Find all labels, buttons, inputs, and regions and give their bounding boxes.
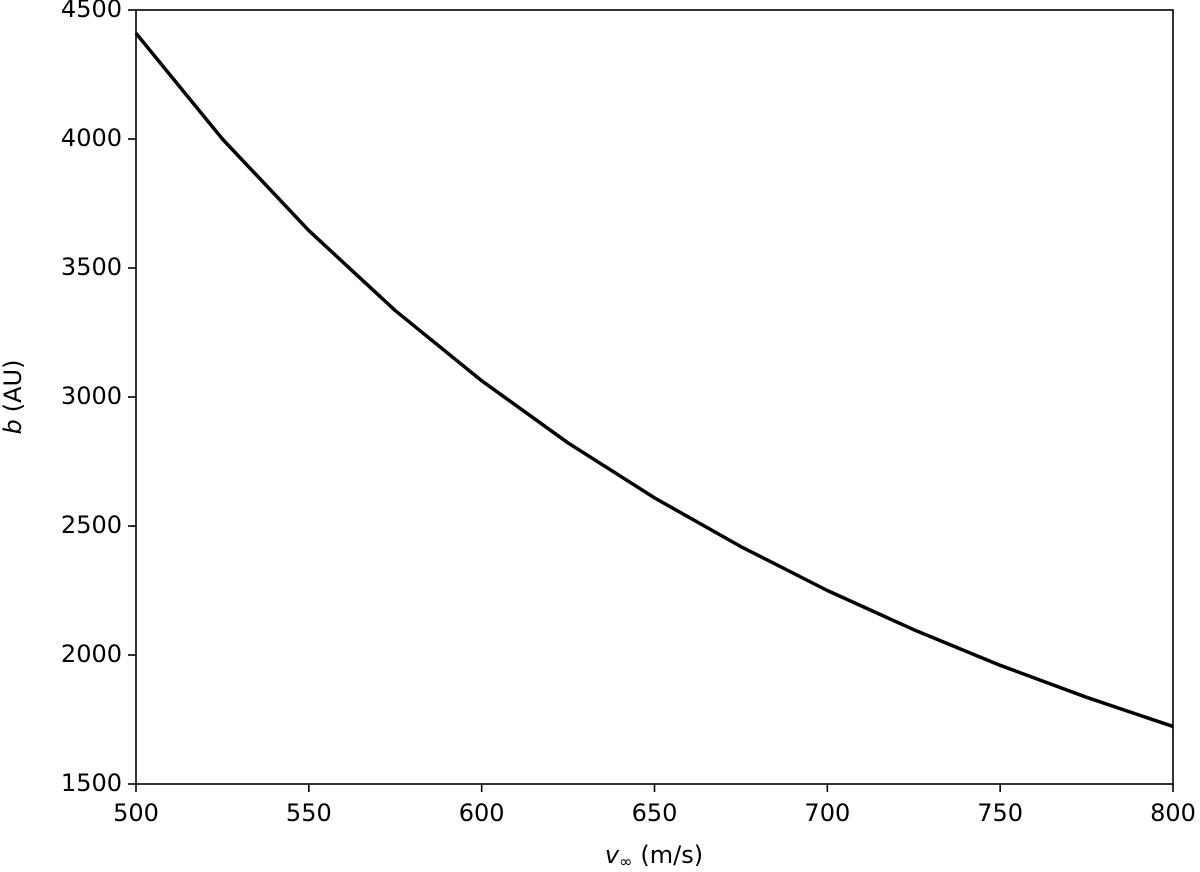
x-tick-label: 650 [632,799,678,827]
line [134,32,1174,729]
x-tick-label: 700 [804,799,850,827]
y-tick-label: 4000 [61,124,122,152]
y-tick-label: 4500 [61,0,122,23]
y-tick-label: 2500 [61,511,122,539]
x-tick-label: 550 [286,799,332,827]
y-label-unit: (AU) [0,360,27,413]
x-axis-label: v∞ (m/s) [605,841,703,871]
x-label-subscript: ∞ [619,852,632,871]
x-tick-label: 500 [113,799,159,827]
x-tick-label: 750 [977,799,1023,827]
x-tick-label: 600 [459,799,505,827]
x-label-unit: (m/s) [640,841,703,869]
y-tick-label: 1500 [61,769,122,797]
y-axis-label: b (AU) [0,360,27,435]
plot-frame [135,9,1174,785]
y-tick-label: 3000 [61,382,122,410]
x-tick-label: 800 [1150,799,1196,827]
y-tick-label: 3500 [61,253,122,281]
y-label-symbol: b [0,419,27,434]
y-tick-label: 2000 [61,640,122,668]
x-label-symbol: v [605,841,620,869]
